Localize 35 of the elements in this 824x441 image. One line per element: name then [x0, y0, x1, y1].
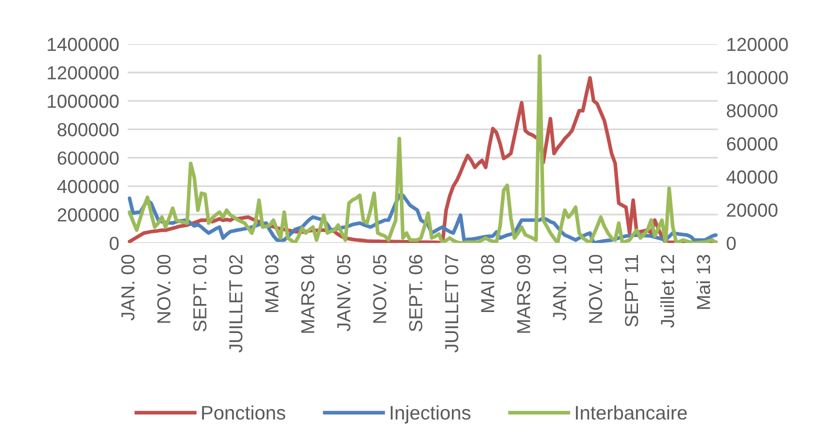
y-tick-label: 1000000 [48, 94, 119, 108]
x-tick-label: SEPT. 01 [193, 255, 206, 332]
y2-tick-label: 100000 [727, 70, 788, 84]
x-tick-label: MARS 09 [516, 254, 530, 333]
x-tick-label: Juillet 12 [660, 255, 674, 328]
y-tick-label: 1200000 [48, 66, 119, 80]
x-tick-label: NOV. 00 [157, 254, 171, 323]
legend-label: Interbancaire [576, 405, 687, 420]
y-tick-label: 600000 [58, 151, 119, 165]
x-tick-label: SEPT 11 [624, 255, 638, 327]
x-tick-label: NOV. 10 [588, 254, 602, 323]
y2-tick-label: 120000 [727, 38, 788, 52]
y-tick-label: 400000 [57, 180, 119, 194]
y2-tick-label: 80000 [726, 104, 778, 118]
legend-label: Ponctions [202, 405, 286, 420]
x-tick-label: MAI 03 [265, 254, 278, 312]
y-tick-label: 1400000 [48, 38, 119, 52]
y-tick-label: 800000 [58, 123, 119, 136]
x-tick-label: MARS 04 [301, 254, 314, 333]
y2-tick-label: 40000 [726, 170, 778, 184]
y2-tick-label: 0 [726, 236, 736, 250]
x-tick-label: JANV. 05 [337, 254, 350, 332]
x-tick-label: JUILLET 07 [445, 255, 458, 352]
y-tick-label: 200000 [58, 208, 119, 222]
x-tick-label: JAN. 10 [552, 254, 566, 321]
x-tick-label: JAN. 00 [121, 254, 135, 321]
x-tick-label: JUILLET 02 [229, 255, 242, 352]
legend-label: Injections [390, 405, 470, 424]
x-tick-label: SEPT. 06 [409, 254, 422, 332]
x-tick-label: NOV. 05 [373, 254, 386, 323]
y2-tick-label: 20000 [726, 204, 778, 217]
y-tick-label: 0 [110, 236, 119, 250]
y2-tick-label: 60000 [726, 137, 778, 151]
x-tick-label: Mai 13 [696, 254, 710, 309]
x-tick-label: MAI 08 [481, 254, 494, 312]
